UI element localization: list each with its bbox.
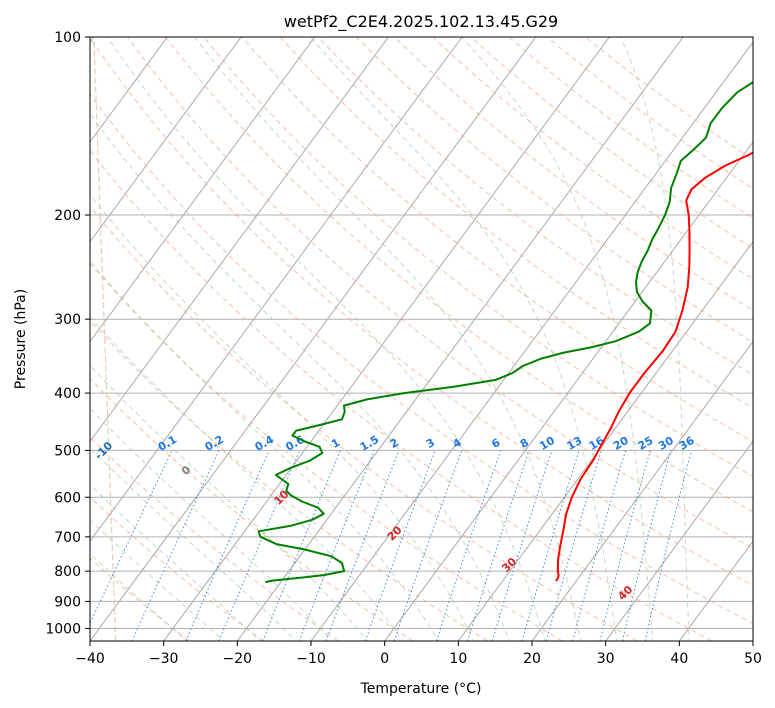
moist-adiabat-line: [90, 447, 298, 641]
sounding-profiles: [257, 80, 753, 584]
isotherm-line: [310, 41, 753, 641]
dry-adiabat-line: [90, 93, 753, 625]
dry-adiabat-line: [317, 37, 753, 376]
x-tick-label: −40: [75, 651, 105, 667]
isotherm-line: [90, 37, 537, 641]
moist-adiabat-line: [90, 364, 369, 641]
y-tick-label: 700: [54, 530, 81, 546]
isotherm-line: [90, 37, 389, 443]
isotherm-line: [163, 37, 610, 641]
moist-adiabat-line: [90, 519, 225, 641]
dry-adiabat-line: [356, 37, 753, 343]
y-tick-label: 900: [54, 594, 81, 610]
y-axis-label: Pressure (hPa): [13, 289, 29, 389]
moist-adiabat-line: [90, 553, 188, 641]
moist-adiabat-line: [90, 260, 440, 641]
moist-adiabat-line: [620, 37, 690, 641]
isotherm-line: [384, 141, 753, 641]
dry-adiabat-line: [585, 37, 753, 161]
mixing-ratio-line: [131, 450, 220, 641]
mixing-ratio-line: [621, 450, 672, 641]
isotherm-line: [236, 37, 684, 641]
x-tick-label: 30: [597, 651, 615, 667]
mixing-ratio-line: [521, 450, 580, 641]
axes: −40 −30 −20 −10 0 10 20 30 40 50 100 200 300 400 500 60…: [45, 30, 762, 667]
mixing-ratio-line: [185, 450, 270, 641]
mixing-ratio-line: [90, 450, 173, 625]
isotherm-line: [457, 240, 753, 641]
plot-frame: [89, 36, 754, 642]
dry-adiabat-line: [432, 37, 753, 280]
x-tick-label: 40: [670, 651, 688, 667]
isotherm-line: [90, 37, 316, 343]
isotherm-line: [605, 440, 753, 641]
dewpoint-profile-line: [257, 80, 753, 584]
moist-adiabat-line: [107, 37, 546, 641]
x-tick-label: 50: [744, 651, 762, 667]
background-lines: [90, 37, 753, 641]
isotherm-line: [90, 37, 463, 543]
x-axis-label: Temperature (°C): [360, 681, 482, 697]
mixing-ratio-line: [599, 450, 651, 641]
y-tick-label: 500: [54, 443, 81, 459]
dry-adiabat-line: [90, 37, 753, 587]
y-tick-label: 800: [54, 564, 81, 580]
isotherm-line: [531, 340, 753, 641]
chart-title: wetPf2_C2E4.2025.102.13.45.G29: [284, 12, 558, 32]
dry-adiabat-line: [90, 149, 712, 641]
dry-adiabat-line: [90, 319, 488, 641]
y-tick-label: 400: [54, 386, 81, 402]
dry-adiabat-line: [90, 205, 638, 641]
moist-adiabat-line: [309, 37, 618, 641]
moist-adiabat-line: [90, 112, 510, 641]
moist-adiabat-line: [461, 37, 654, 641]
mixing-ratio-line: [467, 450, 530, 641]
auxiliary-curve-line: [93, 37, 117, 641]
x-tick-label: 0: [380, 651, 389, 667]
dry-adiabat-line: [279, 37, 753, 409]
mixing-ratio-line: [364, 450, 436, 641]
x-tick-label: 20: [523, 651, 541, 667]
mixing-ratio-line: [491, 450, 553, 641]
y-tick-label: 100: [54, 30, 81, 46]
mixing-ratio-line: [545, 450, 602, 641]
isotherm-line: [90, 37, 168, 143]
isotherm-line: [90, 37, 242, 243]
dry-adiabat-line: [470, 37, 753, 249]
moist-adiabat-line: [90, 407, 333, 641]
plot-area: 0.10.20.40.611.52346810131620253036-100-…: [90, 37, 753, 641]
y-tick-label: 200: [54, 208, 81, 224]
moist-adiabat-line: [90, 193, 475, 641]
x-tick-label: −10: [296, 651, 326, 667]
y-tick-label: 600: [54, 490, 81, 506]
x-tick-label: 10: [449, 651, 467, 667]
dry-adiabat-line: [90, 377, 414, 641]
mixing-ratio-line: [644, 450, 693, 641]
dry-adiabat-line: [394, 37, 753, 311]
x-tick-label: −30: [149, 651, 179, 667]
dry-adiabat-line: [241, 37, 753, 443]
y-tick-label: 300: [54, 312, 81, 328]
mixing-ratio-line: [572, 450, 627, 641]
mixing-ratio-line: [435, 450, 502, 641]
y-tick-label: 1000: [45, 621, 81, 637]
moist-adiabat-line: [90, 316, 404, 641]
mixing-ratio-line: [393, 450, 463, 641]
temperature-profile-line: [555, 151, 753, 582]
x-tick-label: −20: [223, 651, 253, 667]
moist-adiabat-line: [90, 484, 261, 641]
